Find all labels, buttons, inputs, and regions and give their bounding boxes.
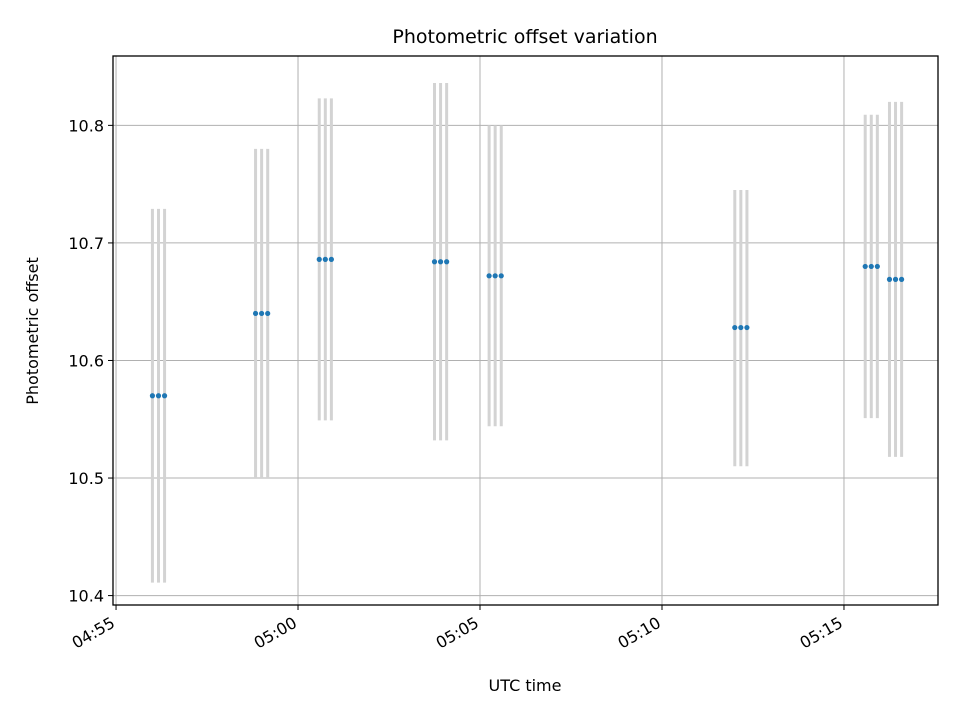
- data-point: [431, 259, 438, 265]
- data-point: [899, 276, 905, 282]
- data-point: [744, 324, 750, 331]
- y-tick-label: 10.7: [68, 234, 104, 253]
- data-point: [252, 310, 259, 317]
- data-point: [862, 263, 868, 270]
- data-point: [265, 310, 271, 317]
- y-tick-label: 10.5: [68, 469, 104, 488]
- data-point: [486, 273, 492, 279]
- data-point: [886, 276, 893, 282]
- data-point: [328, 256, 334, 262]
- data-point: [259, 310, 265, 317]
- plot-area-frame: [112, 55, 939, 606]
- x-tick-label: 05:00: [251, 613, 300, 653]
- grid: [113, 56, 938, 605]
- y-tick-label: 10.8: [68, 116, 104, 135]
- x-tick-label: 04:55: [69, 613, 118, 653]
- error-bars: [150, 83, 904, 583]
- x-axis-label: UTC time: [489, 676, 562, 695]
- data-point: [732, 324, 738, 331]
- y-axis-label: Photometric offset: [23, 257, 42, 405]
- data-point: [155, 393, 162, 399]
- y-tick-label: 10.4: [68, 587, 104, 606]
- data-point: [738, 324, 744, 331]
- data-points: [149, 256, 905, 399]
- data-point: [868, 263, 874, 270]
- y-axis: 10.4 10.5 10.6 10.7 10.8: [68, 116, 113, 606]
- data-point: [437, 259, 444, 265]
- data-point: [149, 393, 156, 399]
- data-point: [498, 273, 504, 279]
- chart-title: Photometric offset variation: [392, 26, 657, 48]
- data-point: [316, 256, 322, 262]
- data-point: [492, 273, 498, 279]
- x-axis: 04:55 05:00 05:05 05:10 05:15: [69, 605, 846, 653]
- data-point: [444, 259, 450, 265]
- data-point: [161, 393, 168, 399]
- data-point: [322, 256, 328, 262]
- data-point: [874, 263, 880, 270]
- x-tick-label: 05:10: [615, 613, 664, 653]
- y-tick-label: 10.6: [68, 351, 104, 370]
- x-tick-label: 05:15: [797, 613, 846, 653]
- data-point: [892, 276, 899, 282]
- x-tick-label: 05:05: [433, 613, 482, 653]
